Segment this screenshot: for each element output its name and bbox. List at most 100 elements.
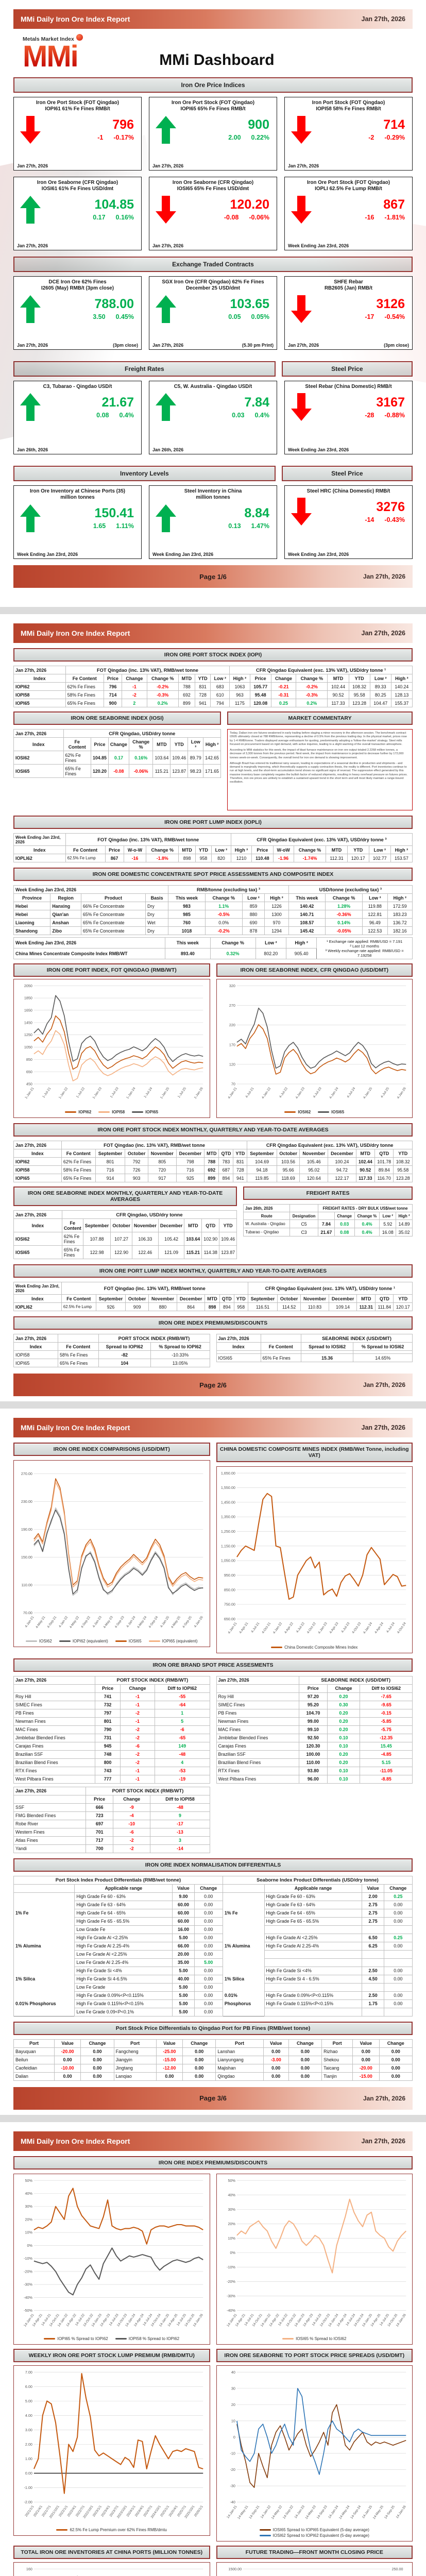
logo-brand: MMi (23, 41, 83, 71)
column-header: Port (113, 2039, 157, 2048)
logo-dot-icon (76, 34, 83, 41)
svg-text:14-Jan-21: 14-Jan-21 (226, 2504, 238, 2519)
column-header: W-oW (272, 845, 294, 854)
card-title: SGX Iron Ore (CFR Qingdao) 62% Fe Fines (162, 279, 264, 285)
table-row: Carajas Fines 120.30 0.10 15.45 (216, 1741, 413, 1751)
table-row: West Pilbara Fines 96.00 0.10 -8.85 (216, 1774, 413, 1784)
legend-item: China Domestic Composite Mines Index (271, 1645, 357, 1650)
section-freight-rates: Freight Rates (13, 361, 276, 377)
card-value: 900 (248, 117, 269, 132)
group-header: SEABORNE INDEX (USD/DMT) (299, 1675, 413, 1685)
legend-item: IOSI62 (25, 1639, 52, 1643)
column-header: October (125, 1149, 148, 1158)
table-row: Jimblebar Blended Fines 92.50 0.10 -12.35 (216, 1733, 413, 1742)
table-row: SIMEC Fines 95.20 0.30 -9.65 (216, 1700, 413, 1709)
column-header: High ² (387, 893, 413, 902)
table-row: Newman Fines 99.00 0.20 -5.85 (216, 1717, 413, 1726)
column-header (222, 1884, 265, 1893)
svg-text:4-Jul-23: 4-Jul-23 (312, 1087, 322, 1098)
down-arrow-icon (291, 498, 312, 526)
legend-item: 62.5% Fe Lump Premium over 62% Fines RMB… (56, 2528, 167, 2532)
svg-text:7.00: 7.00 (25, 2370, 32, 2374)
column-header: October (276, 1149, 300, 1158)
svg-text:4-Sep-21: 4-Sep-21 (46, 1616, 57, 1629)
svg-text:1-Jan-24: 1-Jan-24 (126, 1087, 137, 1099)
svg-text:-30%: -30% (24, 2282, 32, 2286)
svg-text:4-Jul-25: 4-Jul-25 (380, 1087, 389, 1098)
table-row: Newman Fines 801 -1 5 (13, 1717, 210, 1726)
group-header: FOT Qingdao (inc. 13% VAT), RMB/wet tonn… (65, 833, 231, 846)
card-title: C5, W. Australia - Qingdao USD/t (174, 384, 252, 390)
column-header: Fe Content (61, 1218, 83, 1233)
svg-text:220: 220 (229, 1023, 235, 1027)
chart-legend: IOSI65 % Spread to IOSI62 (218, 2335, 412, 2343)
column-header: QTD (201, 1218, 220, 1233)
down-arrow-icon (20, 115, 41, 144)
svg-text:-2.00: -2.00 (24, 2500, 32, 2504)
table-row: Hebei Hanxing 66% Fe Concentrate Dry 983 1.… (13, 902, 413, 910)
column-header: Product (80, 893, 146, 902)
column-header: November (299, 1149, 329, 1158)
column-header: Fe Content (61, 1294, 96, 1303)
table-row: IOPI65 65% Fe Fines 914 903 917 925 899 894 94… (13, 1174, 413, 1183)
report-banner: MMi Daily Iron Ore Index Report Jan 27th… (13, 9, 413, 29)
page-footer: Page 3/6 Jan 27th, 2026 (13, 2087, 413, 2110)
section-iosi-chart: IRON ORE SEABORNE INDEX, CFR QINGDAO (US… (216, 963, 413, 977)
svg-text:4-Jul-22: 4-Jul-22 (295, 1622, 305, 1634)
card-subtitle: million tonnes (196, 495, 230, 501)
table-row: Tubarao - Qingdao C3 21.67 0.08 0.4% 16.08 3… (243, 1228, 413, 1237)
svg-text:270.00: 270.00 (21, 1472, 32, 1476)
commentary-paragraph: According to MMi statistics for this wee… (230, 749, 404, 759)
brand-port-table: Jan 27th, 2026 PORT STOCK INDEX (RMB/WT)… (13, 1675, 210, 1784)
card-change-pct: -0.17% (113, 134, 134, 142)
svg-text:40: 40 (231, 2370, 235, 2374)
down-arrow-icon (291, 195, 312, 224)
price-card: Steel Rebar (China Domestic) RMB/t 3167 … (284, 381, 413, 455)
svg-text:4-Apr-21: 4-Apr-21 (238, 1622, 249, 1635)
legend-item: IOPI58 (98, 1110, 125, 1114)
column-header: Index (13, 1218, 62, 1233)
card-value: 796 (112, 117, 134, 132)
table-row: High Grade Fe 63 - 64% 60.00 0.00 High Gra… (13, 1900, 413, 1909)
svg-text:4-Jul-21: 4-Jul-21 (250, 1622, 260, 1634)
card-change: -14 (365, 516, 374, 524)
column-header: Change (122, 674, 147, 683)
svg-text:4-Jan-24: 4-Jan-24 (329, 1087, 339, 1099)
svg-text:120: 120 (229, 1062, 235, 1066)
column-header: Index (13, 845, 66, 854)
svg-text:-40%: -40% (227, 2309, 235, 2313)
card-value: 3276 (376, 499, 405, 514)
svg-text:1050: 1050 (24, 1045, 32, 1049)
card-title: DCE Iron Ore 62% Fines (48, 279, 107, 285)
table-row: 1% Fe High Grade Fe 64 - 65% 60.00 0.00 1%… (13, 1908, 413, 1918)
column-header: MTD (178, 845, 196, 854)
report-title: MMi Daily Iron Ore Index Report (21, 629, 130, 637)
section-iopli: IRON ORE PORT LUMP INDEX (IOPLI) (13, 816, 413, 829)
svg-text:14-May-25: 14-May-25 (372, 2504, 384, 2520)
report-banner: MMi Daily Iron Ore Index Report Jan 27th… (13, 1418, 413, 1438)
table-row: RTX Fines 93.80 0.10 -11.05 (216, 1766, 413, 1775)
card-value: 120.20 (230, 197, 269, 212)
svg-text:14-Sep-23: 14-Sep-23 (316, 2504, 328, 2519)
svg-text:20: 20 (231, 2402, 235, 2406)
column-header: Low ² (379, 1212, 397, 1221)
card-subtitle: IOPI61 61% Fe Fines RMB/t (45, 106, 110, 112)
svg-text:0.00: 0.00 (25, 2471, 32, 2476)
table-row: PB Fines 797 -2 1 (13, 1708, 210, 1718)
column-header: September (247, 1149, 277, 1158)
svg-text:1,450.00: 1,450.00 (220, 1501, 235, 1505)
column-header: YTD (393, 1294, 413, 1303)
svg-text:4-Jan-21: 4-Jan-21 (227, 1622, 238, 1635)
header-row: Index Fe Content Spread to IOPI62% Spread … (13, 1342, 210, 1351)
report-title: MMi Daily Iron Ore Index Report (21, 1423, 130, 1432)
column-header: High ² (390, 845, 413, 854)
down-arrow-icon (291, 295, 312, 323)
svg-text:14-May-21: 14-May-21 (237, 2504, 249, 2520)
report-banner: MMi Daily Iron Ore Index Report Jan 27th… (13, 2131, 413, 2151)
column-header: Spread to IOPI62 (98, 1342, 151, 1351)
table-row: Atlas Fines 717 -2 3 (13, 1836, 210, 1845)
report-banner: MMi Daily Iron Ore Index Report Jan 27th… (13, 623, 413, 643)
table-row: IOPI62 62% Fe Fines 801 792 805 798 788 783 83… (13, 1157, 413, 1166)
column-header: Change % (325, 893, 363, 902)
table-row: Yandi 700 -2 -14 (13, 1844, 210, 1853)
